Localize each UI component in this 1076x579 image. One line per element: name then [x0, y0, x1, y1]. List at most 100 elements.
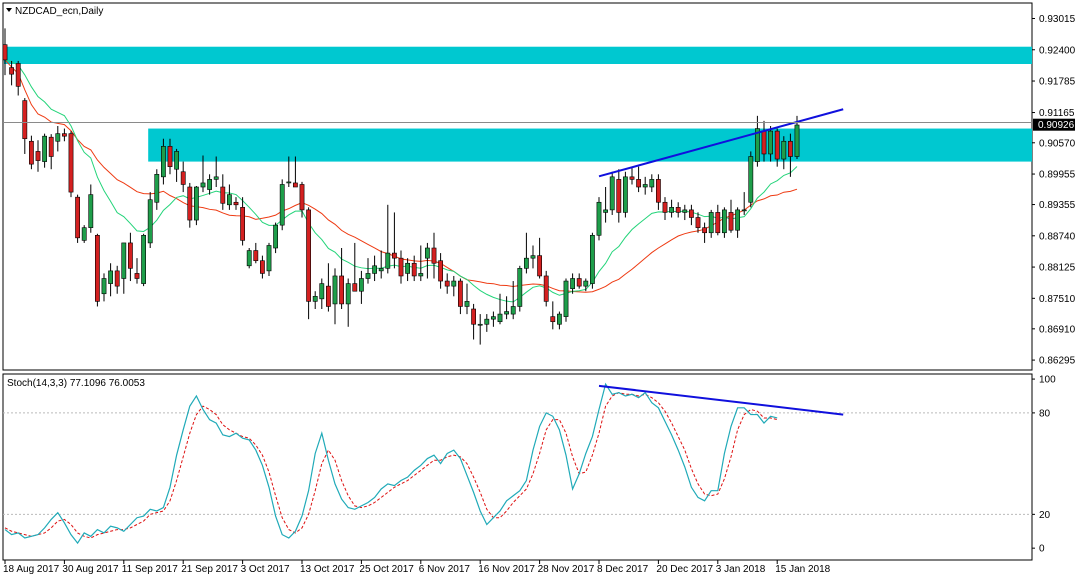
- candle-body-bullish: [735, 209, 740, 231]
- main-pane: NZDCAD_ecn,Daily: [2, 2, 1033, 371]
- candle-120: [794, 115, 800, 160]
- candle-body-bullish: [497, 313, 503, 323]
- menu-triangle-icon[interactable]: [6, 8, 12, 12]
- candle-body-bullish: [213, 176, 219, 180]
- candle-body-bullish: [490, 316, 496, 320]
- candle-body-bearish: [715, 212, 721, 234]
- candle-13: [88, 184, 94, 233]
- candle-body-bearish: [391, 252, 397, 259]
- candle-28: [187, 182, 193, 228]
- candle-body-bullish: [286, 181, 292, 184]
- candle-102: [675, 202, 681, 218]
- candle-body-bearish: [187, 186, 193, 221]
- candle-10: [68, 131, 74, 198]
- candle-body-bullish: [603, 209, 608, 213]
- stochastic-pane-border: [2, 373, 1033, 561]
- stochastic-signal-line: [4, 392, 778, 539]
- candle-body-bullish: [464, 301, 470, 307]
- current-price-label: 0.90926: [1038, 120, 1075, 131]
- candle-97: [642, 176, 648, 195]
- stochastic-lines: [4, 382, 778, 545]
- candle-118: [781, 136, 787, 170]
- time-tick-label: 13 Oct 2017: [300, 564, 355, 575]
- candle-body-bearish: [576, 278, 582, 287]
- candle-body-bearish: [636, 179, 641, 188]
- candle-body-bullish: [312, 295, 318, 302]
- candle-62: [411, 255, 417, 282]
- candle-119: [787, 133, 793, 177]
- candle-body-bullish: [88, 194, 94, 228]
- candle-38: [253, 242, 259, 264]
- candle-71: [471, 303, 476, 340]
- candle-body-bearish: [61, 133, 67, 137]
- candle-21: [141, 233, 146, 287]
- candle-16: [108, 263, 113, 297]
- price-tick-label: 0.91785: [1039, 77, 1076, 88]
- candle-104: [688, 204, 694, 226]
- candle-103: [682, 204, 688, 221]
- candle-body-bearish: [616, 179, 622, 213]
- candle-105: [695, 212, 701, 233]
- candle-23: [154, 169, 160, 210]
- candle-body-bearish: [9, 67, 14, 75]
- candle-body-bearish: [787, 140, 793, 157]
- time-axis: 18 Aug 2017 30 Aug 2017 11 Sep 2017 21 Sep …: [3, 560, 831, 575]
- candle-body-bullish: [358, 278, 364, 292]
- candle-body-bullish: [174, 151, 179, 170]
- time-tick-label: 6 Nov 2017: [419, 564, 471, 575]
- candle-body-bearish: [299, 184, 305, 211]
- time-tick-label: 20 Dec 2017: [656, 564, 713, 575]
- candle-body-bullish: [378, 268, 384, 272]
- candle-36: [240, 197, 245, 246]
- price-tick-label: 0.86295: [1039, 356, 1076, 367]
- candle-body-bullish: [781, 140, 787, 160]
- candle-body-bearish: [774, 130, 780, 160]
- stochastic-levels: [3, 412, 1032, 515]
- candle-49: [325, 263, 331, 312]
- main-pane-border: [2, 2, 1033, 371]
- candle-98: [649, 174, 655, 193]
- candle-body-bullish: [319, 283, 325, 300]
- candle-body-bearish: [167, 146, 173, 167]
- candle-51: [339, 248, 344, 310]
- time-tick-label: 11 Sep 2017: [122, 564, 178, 575]
- candle-89: [589, 232, 595, 289]
- candle-88: [583, 278, 589, 292]
- candle-body-bullish: [510, 306, 516, 315]
- candle-body-bearish: [702, 227, 707, 234]
- candle-body-bullish: [194, 186, 199, 221]
- candle-72: [477, 314, 483, 345]
- candle-body-bearish: [114, 270, 120, 287]
- candle-body-bearish: [75, 196, 80, 239]
- candle-24: [161, 138, 166, 185]
- time-tick-label: 15 Jan 2018: [775, 564, 830, 575]
- candle-body-bearish: [233, 201, 239, 206]
- candle-114: [754, 115, 760, 167]
- candle-109: [721, 207, 727, 238]
- candle-9: [61, 128, 67, 142]
- resistance-zones: [4, 46, 1032, 162]
- candle-body-bullish: [207, 179, 212, 190]
- candle-69: [457, 278, 463, 315]
- candle-2: [15, 60, 21, 96]
- candle-84: [556, 311, 562, 330]
- stochastic-tick-label: 20: [1039, 510, 1051, 521]
- price-tick-label: 0.92400: [1039, 45, 1076, 56]
- chart-title-block: NZDCAD_ecn,Daily: [6, 6, 103, 17]
- candle-body-bearish: [438, 260, 443, 282]
- indicator-title: Stoch(14,3,3) 77.1096 76.0053: [7, 378, 145, 389]
- candle-77: [510, 281, 516, 320]
- candle-7: [48, 134, 54, 170]
- resistance-zone-2: [148, 128, 1032, 162]
- candle-37: [246, 248, 252, 269]
- candle-31: [207, 174, 212, 195]
- candle-85: [563, 278, 569, 322]
- candle-11: [75, 194, 80, 243]
- candle-1: [9, 60, 14, 86]
- candle-body-bullish: [622, 176, 628, 213]
- candle-111: [735, 207, 740, 238]
- candle-63: [418, 245, 424, 282]
- candle-26: [174, 148, 179, 182]
- candle-body-bearish: [629, 176, 635, 180]
- candle-body-bearish: [306, 209, 311, 302]
